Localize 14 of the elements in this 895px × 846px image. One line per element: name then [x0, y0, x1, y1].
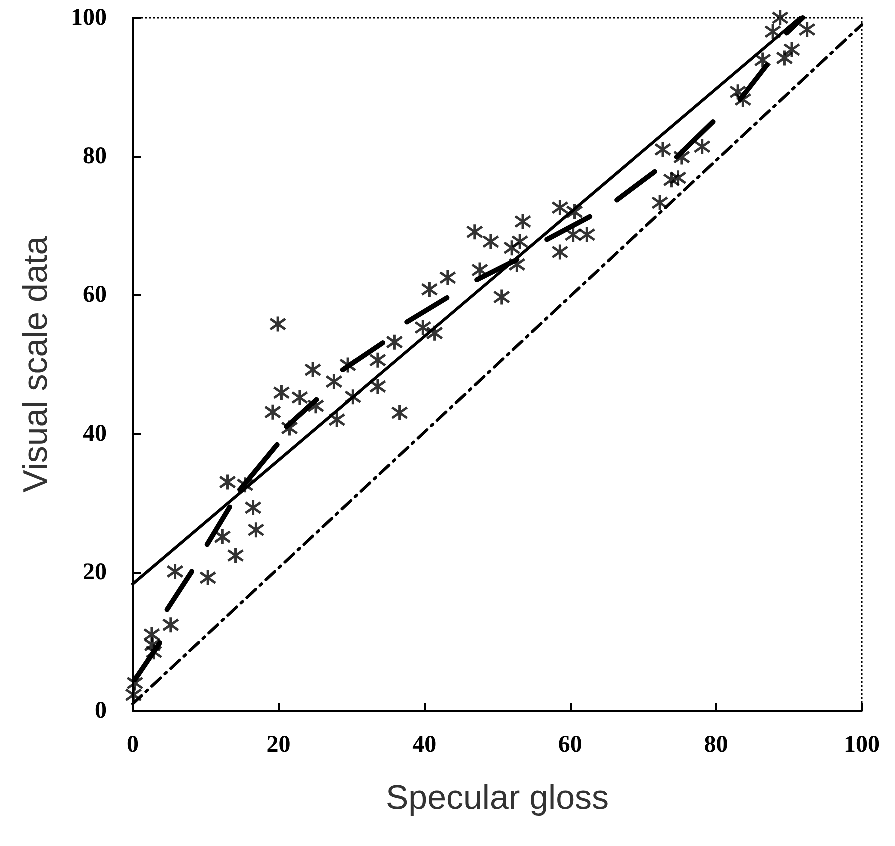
y-tick-label: 0 [95, 698, 107, 724]
y-axis-title: Visual scale data [17, 236, 55, 493]
y-tick-label: 40 [83, 420, 107, 447]
x-tick-label: 80 [704, 732, 728, 758]
y-tick-label: 20 [83, 559, 107, 586]
x-tick-label: 0 [127, 732, 139, 758]
y-tick-label: 60 [83, 282, 107, 308]
x-axis-title: Specular gloss [386, 779, 610, 817]
x-tick-label: 20 [266, 732, 291, 758]
y-tick-label: 100 [71, 5, 107, 31]
x-tick-label: 60 [558, 732, 582, 758]
x-tick-label: 40 [412, 732, 437, 758]
y-tick-label: 80 [83, 144, 107, 170]
x-tick-label: 100 [844, 732, 880, 758]
